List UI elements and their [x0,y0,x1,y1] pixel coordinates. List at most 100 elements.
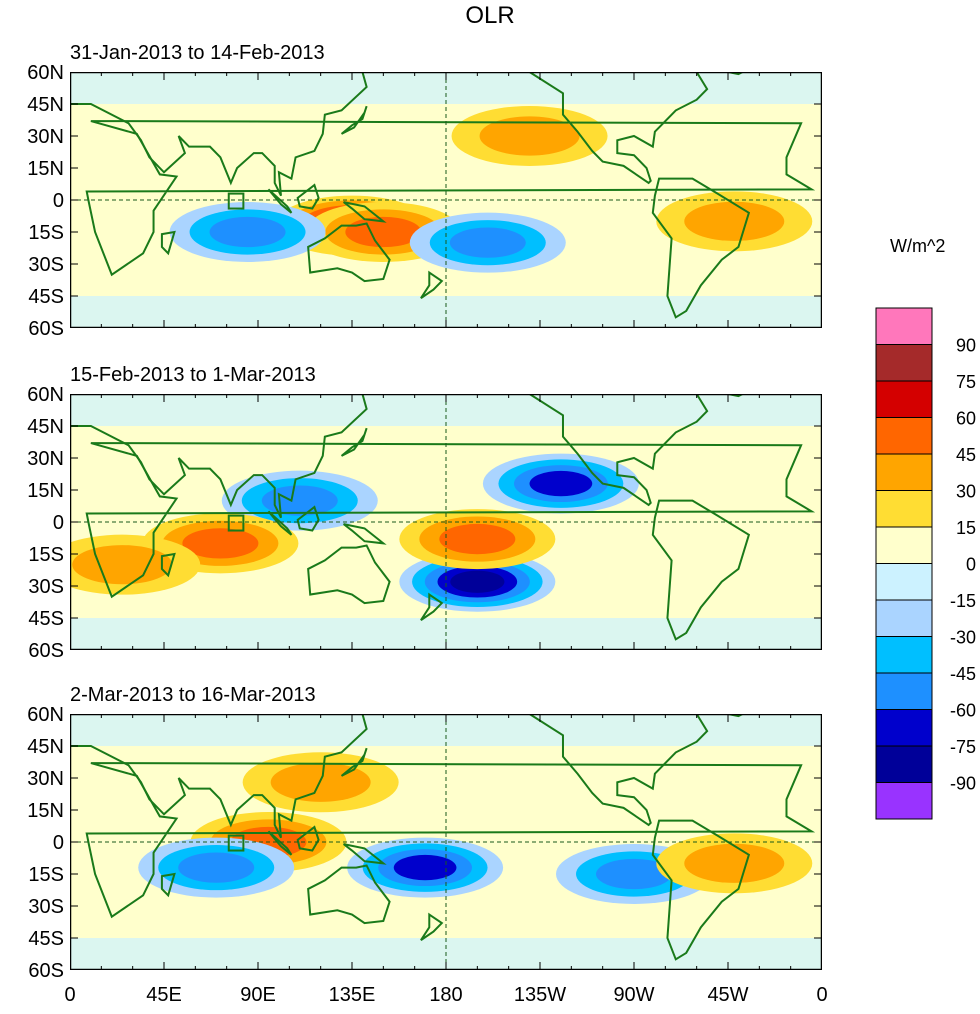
coastline [420,912,444,941]
x-tick-label: 0 [64,984,75,1006]
anomaly-positive-contour [182,528,259,559]
panel-3-map [70,714,822,970]
colorbar-swatch [875,709,933,747]
y-tick-label: 0 [53,190,64,212]
x-tick-label: 0 [816,984,827,1006]
colorbar-label: 15 [956,518,976,538]
panel-2-title: 15-Feb-2013 to 1-Mar-2013 [70,364,316,386]
colorbar-label: 75 [956,372,976,392]
y-tick-label: 45N [27,736,64,758]
colorbar-label: 90 [956,336,976,356]
coastline [70,72,368,197]
anomaly-negative-contour [596,858,672,890]
x-tick-label: 180 [429,984,462,1006]
region-box [227,514,245,532]
y-tick-label: 45S [28,286,64,308]
y-axis-labels: 60N 45N 30N 15N 0 15S 30S 45S 60S 60N 45N 30N 15N 0 15… [27,62,64,982]
anomaly-positive-contour [439,523,516,555]
panel-2-map [70,394,822,650]
coastline [343,843,387,865]
coastline [296,183,320,210]
colorbar-swatch [875,672,933,710]
colorbar-swatch [875,636,933,674]
y-tick-label: 15S [28,864,64,886]
colorbar-swatch [875,782,933,820]
panel-frame [70,714,822,970]
coastline [267,510,293,536]
y-tick-label: 45N [27,94,64,116]
panel-frame [70,394,822,650]
y-tick-label: 0 [53,512,64,534]
colorbar-label: -45 [950,664,976,684]
colorbar-label: 30 [956,482,976,502]
y-tick-label: 60S [28,640,64,662]
coastline [296,825,320,852]
coastline [296,505,320,532]
colorbar-label: 0 [966,555,976,575]
anomaly-negative-contour [209,216,286,248]
y-tick-label: 30S [28,576,64,598]
coastline [307,864,391,925]
x-tick-label: 45W [707,984,748,1006]
colorbar-swatch [875,526,933,564]
colorbar-label: -90 [950,774,976,794]
y-tick-label: 45N [27,416,64,438]
colorbar-swatch [875,380,933,418]
y-tick-label: 60N [27,384,64,406]
colorbar-label: -15 [950,591,976,611]
coastline [160,552,176,578]
colorbar-unit: W/m^2 [890,236,946,256]
x-tick-label: 90W [613,984,654,1006]
coastline [651,177,751,319]
y-tick-label: 60N [27,704,64,726]
y-tick-label: 45S [28,928,64,950]
coastline [70,714,368,839]
y-tick-label: 60S [28,960,64,982]
coastline [651,499,751,641]
coastline [70,394,368,519]
coastline [267,830,293,856]
y-tick-label: 0 [53,832,64,854]
anomaly-negative-contour [261,485,338,516]
anomaly-positive-contour [684,843,785,883]
region-box [227,834,245,852]
colorbar-label: -75 [950,737,976,757]
coastline [340,747,368,777]
anomaly-positive-contour [479,116,580,156]
panel-1-map [70,72,822,328]
anomaly-negative-contour [449,227,526,258]
y-tick-label: 15N [27,158,64,180]
anomaly-positive-contour [72,545,173,585]
colorbar-label: 60 [956,409,976,429]
coastline [160,872,176,898]
y-tick-label: 60S [28,318,64,340]
y-tick-label: 30S [28,254,64,276]
colorbar-swatch [875,745,933,783]
y-tick-label: 15N [27,480,64,502]
y-tick-label: 15S [28,544,64,566]
y-tick-label: 30N [27,768,64,790]
colorbar-swatch [875,563,933,601]
coastline [343,523,387,545]
anomaly-negative-contour [529,470,593,497]
coastline [651,819,751,961]
panel-3-title: 2-Mar-2013 to 16-Mar-2013 [70,684,316,706]
region-box [227,192,245,210]
anomaly-positive-contour [684,201,785,241]
colorbar-swatch [875,490,933,528]
colorbar-swatch [875,344,933,382]
panel-1-title: 31-Jan-2013 to 14-Feb-2013 [70,42,325,64]
colorbar-swatch [875,307,933,345]
anomaly-negative-contour [450,570,505,593]
coastline [471,714,709,827]
x-tick-label: 90E [240,984,276,1006]
colorbar: 90 75 60 45 30 15 0 -15 -30 -45 -60 -75 -90 [875,307,976,820]
colorbar-swatch [875,417,933,455]
coastline [420,270,444,299]
y-tick-label: 15N [27,800,64,822]
colorbar-label: -30 [950,628,976,648]
colorbar-label: -60 [950,701,976,721]
colorbar-label: 45 [956,445,976,465]
y-tick-label: 30N [27,126,64,148]
colorbar-swatch [875,453,933,491]
